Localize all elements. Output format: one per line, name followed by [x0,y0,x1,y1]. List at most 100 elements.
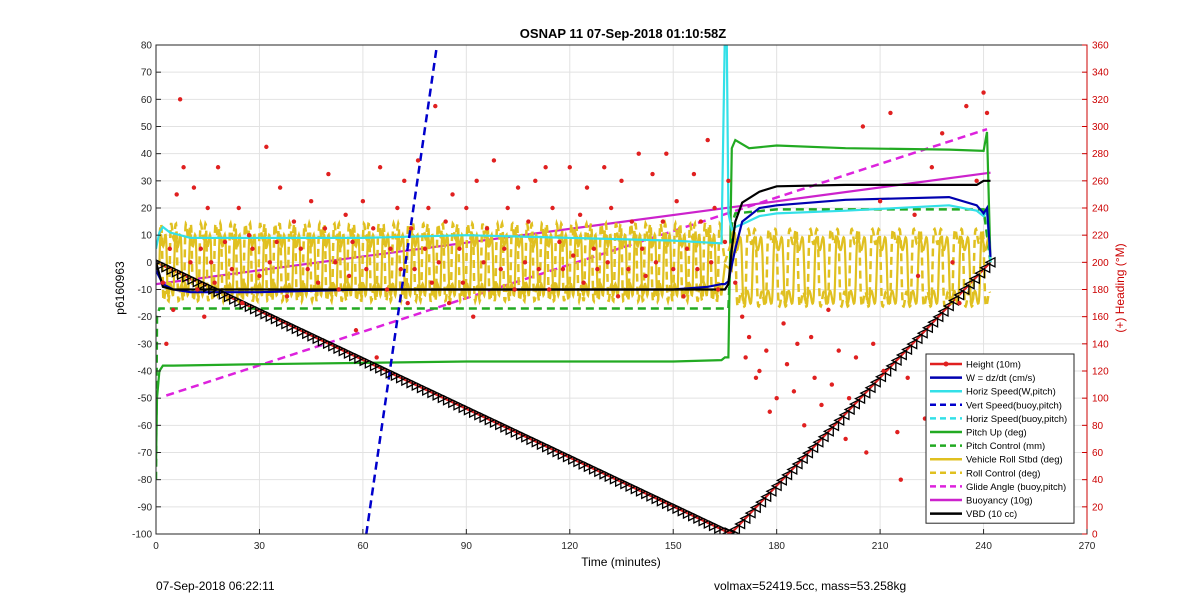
y2-tick-label: 100 [1092,394,1109,405]
depth-triangle-marker [354,352,366,364]
heading-point [343,212,348,217]
heading-point [753,375,759,380]
y2-tick-label: 320 [1092,95,1109,106]
heading-point [267,260,272,265]
heading-point [591,246,597,251]
heading-point [360,199,366,204]
heading-point [284,294,290,299]
legend-box [925,353,1075,524]
depth-triangle-marker [343,347,355,360]
heading-point [384,287,390,292]
series-line-11 [156,179,991,291]
heading-point [560,266,566,272]
heading-point [602,165,607,170]
heading-point [595,266,600,272]
heading-point [939,131,945,136]
heading-point [322,226,328,231]
depth-triangle-marker [448,397,460,409]
heading-point [246,232,252,238]
depth-triangle-marker [734,518,746,530]
depth-triangle-marker [932,311,944,323]
heading-point [767,409,772,414]
heading-point [195,287,200,292]
heading-point [205,205,210,211]
heading-point [167,246,172,251]
y2-tick-label: 80 [1092,421,1104,432]
depth-triangle-marker [609,473,621,485]
depth-triangle-marker [755,496,767,508]
heading-point [429,280,435,285]
depth-triangle-marker [656,495,668,507]
heading-point [481,260,486,265]
depth-triangle-marker [156,259,168,271]
depth-triangle-marker [688,510,700,522]
heading-point [619,178,624,184]
depth-triangle-marker [432,389,444,401]
heading-point [915,273,921,279]
depth-triangle-marker [583,461,595,473]
series-line-6 [156,208,992,480]
depth-triangle-marker [672,503,684,515]
depth-triangle-marker [364,357,376,369]
heading-point [695,266,700,272]
depth-triangle-marker [947,294,960,307]
depth-triangle-marker [963,278,975,290]
depth-triangle-marker [468,407,481,419]
y2-axis-label: (+) Heading (°M) [1113,243,1127,332]
depth-triangle-marker [270,313,282,325]
heading-point [408,226,414,231]
depth-triangle-marker [406,377,418,389]
heading-point [336,287,341,292]
x-tick-label: 60 [357,541,369,552]
depth-triangle-marker [562,451,574,463]
depth-triangle-marker [916,327,928,339]
depth-triangle-marker [921,322,934,334]
heading-point [712,205,717,211]
y2-tick-label: 160 [1092,312,1109,323]
depth-triangle-marker [646,490,658,502]
heading-point [326,171,331,177]
heading-point [236,205,241,211]
depth-triangle-marker [641,488,653,500]
y2-tick-label: 240 [1092,204,1109,215]
depth-triangle-marker [495,419,507,431]
series-line-1 [156,195,992,294]
legend-swatch-marker [943,361,949,367]
depth-triangle-marker [937,305,949,317]
heading-point [895,429,900,435]
legend: Height (10m) W = dz/dt (cm/s) Horiz Speed(… [925,353,1075,524]
heading-point [415,158,421,163]
depth-triangle-marker [578,458,590,470]
heading-point [308,199,314,204]
depth-triangle-marker [359,355,371,367]
depth-triangle-marker [599,468,611,480]
depth-triangle-marker [203,281,215,293]
y-tick-label: -60 [138,421,153,432]
depth-triangle-marker [322,338,335,350]
heading-point [543,165,548,170]
heading-point [426,205,431,211]
heading-point [191,185,197,190]
depth-triangle-marker [510,426,522,438]
heading-point [733,280,738,285]
heading-point [505,205,510,211]
heading-point [691,171,697,177]
depth-triangle-marker [843,403,855,416]
depth-triangle-marker [859,387,871,399]
heading-point [739,314,745,319]
heading-point [964,103,969,109]
y-tick-label: -80 [138,475,153,486]
depth-triangle-marker [427,387,439,399]
y-tick-label: 50 [141,122,153,133]
depth-triangle-marker [249,303,262,315]
depth-triangle-marker [974,267,986,279]
heading-point [674,199,679,204]
y2-tick-label: 340 [1092,68,1109,79]
depth-triangle-marker [229,293,241,305]
depth-triangle-marker [739,512,751,525]
depth-triangle-marker [791,458,803,470]
heading-point [405,300,410,306]
heading-point [522,260,528,265]
heading-point [502,246,507,251]
x-tick-label: 0 [153,541,159,552]
